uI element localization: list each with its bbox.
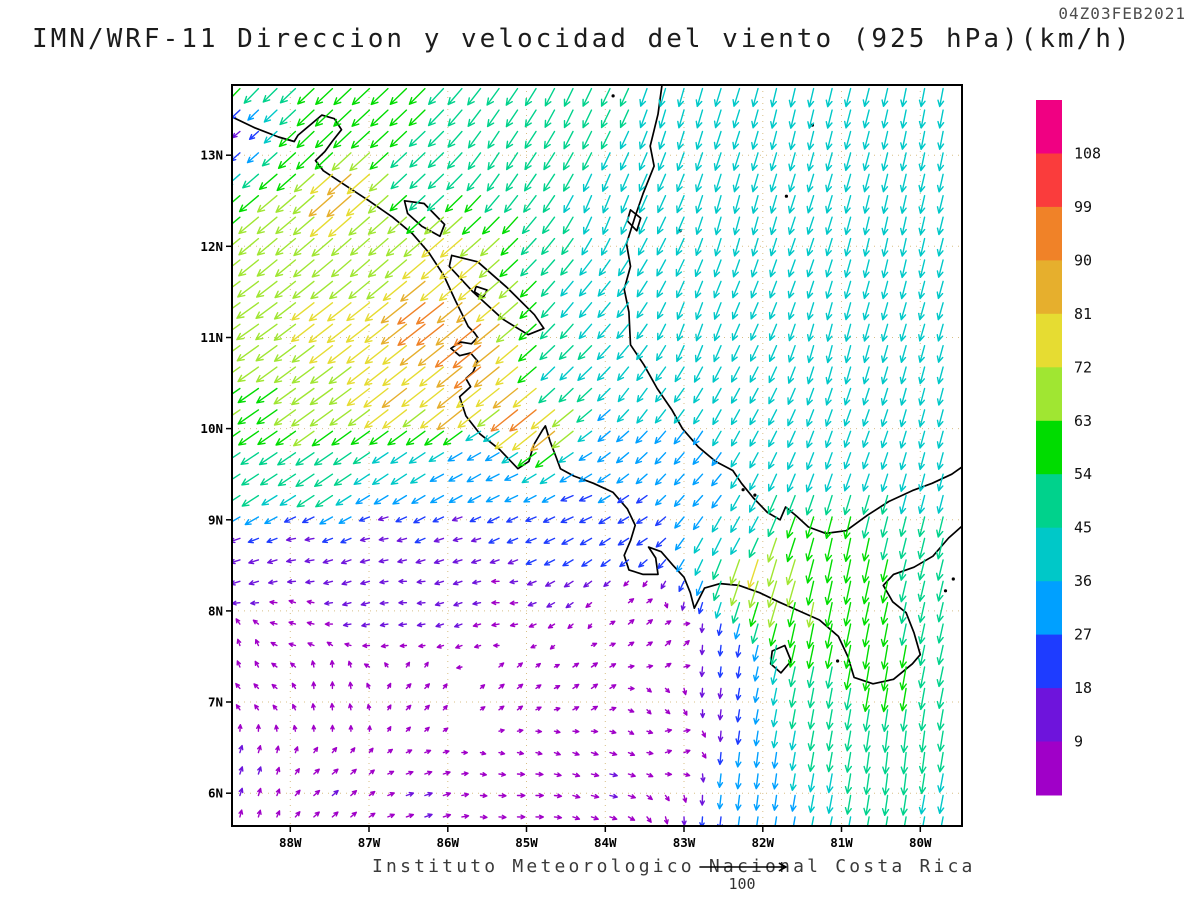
lat-tick-label: 8N [208,603,223,618]
lat-tick-label: 7N [208,695,223,710]
reference-vector-label: 100 [728,875,755,893]
lon-tick-label: 87W [358,835,381,850]
colorbar-legend: 108 99 90 81 72 63 54 45 36 27 18 9 [1036,100,1101,796]
chart-title: IMN/WRF-11 Direccion y velocidad del vie… [32,24,1133,54]
lon-tick-label: 80W [909,835,932,850]
lon-tick-label: 83W [673,835,696,850]
wind-arrows [232,87,945,826]
axes-frame: 6N 7N 8N 9N 10N 11N 12N 13N 88W 87W 86W 85W 84W 83W 82… [200,84,963,850]
colorbar-tick-label: 45 [1074,519,1092,537]
colorbar-tick-label: 108 [1074,145,1101,163]
lon-tick-label: 81W [830,835,853,850]
lon-tick-label: 88W [279,835,302,850]
lat-tick-label: 12N [200,239,223,254]
colorbar-tick-label: 63 [1074,412,1092,430]
coastlines [232,85,962,685]
lon-tick-label: 86W [437,835,460,850]
colorbar-tick-label: 9 [1074,733,1083,751]
colorbar-tick-label: 54 [1074,465,1092,483]
lat-tick-label: 10N [200,421,223,436]
lon-tick-label: 84W [594,835,617,850]
lat-tick-label: 6N [208,786,223,801]
colorbar-tick-label: 72 [1074,358,1092,376]
colorbar-tick-label: 18 [1074,679,1092,697]
lat-tick-label: 13N [200,148,223,163]
colorbar-tick-label: 36 [1074,572,1092,590]
footer-institution: Instituto Meteorologico Nacional Costa R… [372,856,976,877]
colorbar-tick-label: 90 [1074,251,1092,269]
colorbar-tick-label: 99 [1074,198,1092,216]
lon-tick-label: 82W [752,835,775,850]
lat-tick-label: 11N [200,330,223,345]
colorbar-tick-label: 81 [1074,305,1092,323]
lon-tick-label: 85W [515,835,538,850]
lat-tick-label: 9N [208,512,223,527]
valid-time-label: 04Z03FEB2021 [1058,4,1186,23]
degree-gridlines [232,85,962,826]
colorbar-tick-label: 27 [1074,626,1092,644]
